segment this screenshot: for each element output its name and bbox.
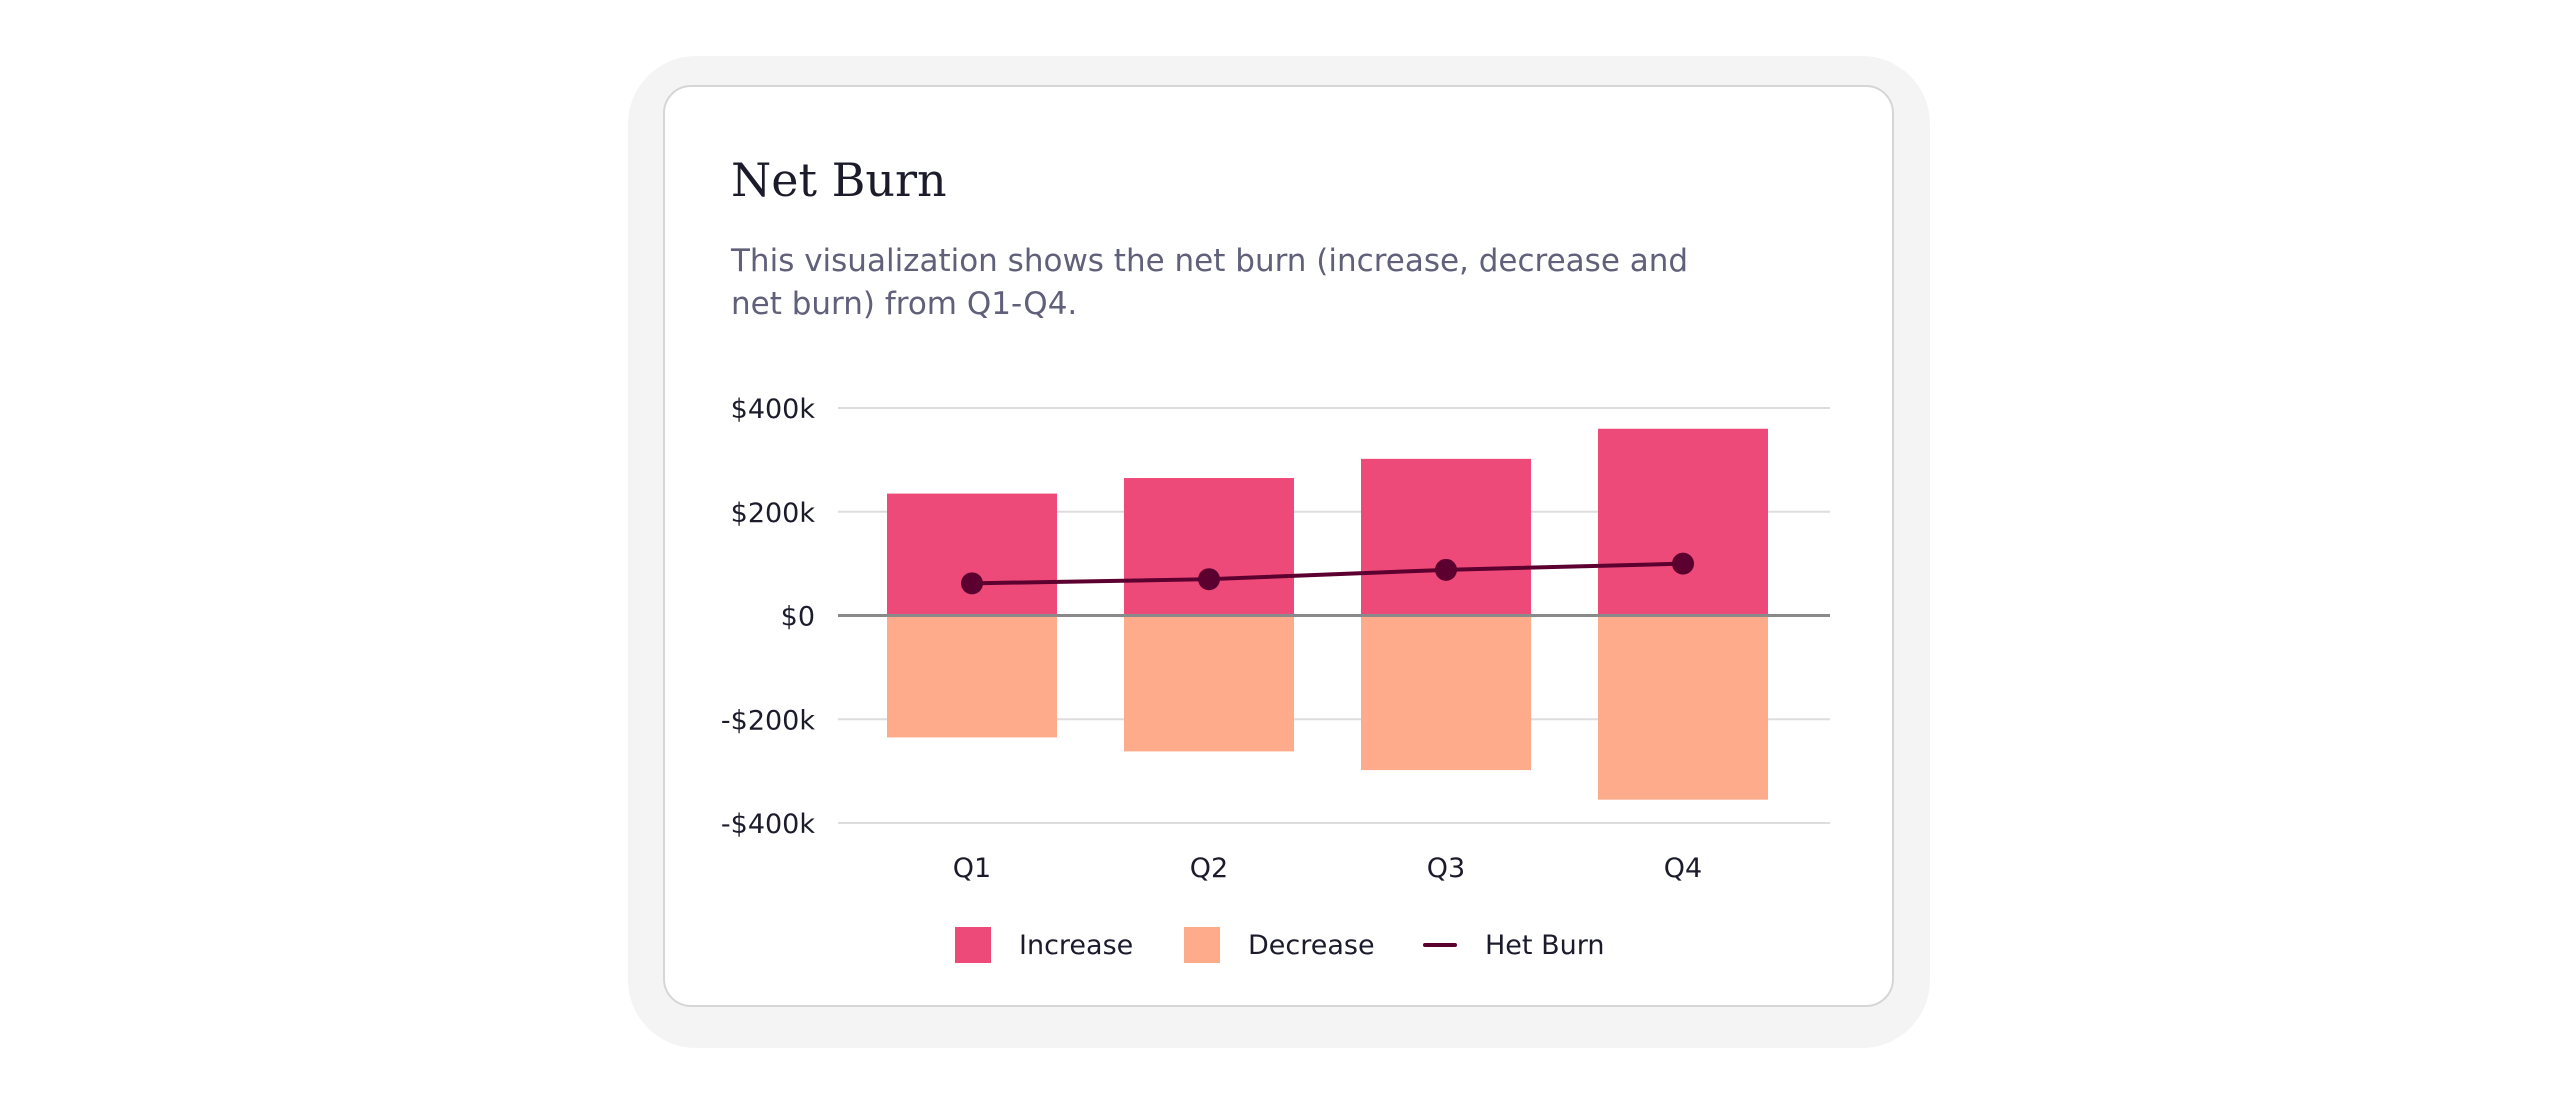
net-burn-point	[1672, 552, 1694, 575]
legend-label-net-burn: Het Burn	[1485, 929, 1605, 961]
y-tick-label: $0	[781, 602, 815, 633]
decrease-bar	[1361, 615, 1531, 771]
x-tick-label: Q4	[1664, 853, 1702, 884]
legend-item-increase: Increase	[955, 925, 1133, 965]
net-burn-line	[970, 561, 1685, 586]
net-burn-line-layer	[961, 552, 1694, 595]
legend-item-net-burn: Het Burn	[1423, 925, 1604, 965]
net-burn-point	[1198, 568, 1220, 591]
axis-labels-layer: $400k $200k $0 -$200k -$400k Q1 Q2 Q3 Q4	[721, 394, 1702, 884]
bars-layer	[887, 428, 1768, 800]
net-burn-chart: $400k $200k $0 -$200k -$400k Q1 Q2 Q3 Q4	[721, 394, 1830, 884]
x-tick-label: Q2	[1190, 853, 1228, 884]
card-title: Net Burn	[731, 153, 947, 207]
decrease-bar	[1124, 615, 1294, 752]
legend-label-decrease: Decrease	[1248, 929, 1375, 961]
x-tick-label: Q1	[953, 853, 991, 884]
y-tick-label: -$200k	[721, 705, 815, 736]
decrease-bar	[1598, 615, 1768, 800]
legend-item-decrease: Decrease	[1184, 925, 1375, 965]
x-tick-label: Q3	[1427, 853, 1465, 884]
y-tick-label: -$400k	[721, 809, 815, 840]
increase-bar	[887, 493, 1057, 616]
increase-bar	[1361, 458, 1531, 616]
increase-bar	[1124, 478, 1294, 616]
net-burn-point	[961, 572, 983, 595]
decrease-bar	[887, 615, 1057, 738]
legend-swatch-decrease	[1184, 927, 1220, 963]
chart-legend: Increase Decrease Het Burn	[665, 925, 1892, 965]
legend-label-increase: Increase	[1019, 929, 1134, 961]
chart-card: Net Burn This visualization shows the ne…	[663, 85, 1894, 1007]
y-tick-label: $400k	[731, 394, 816, 425]
legend-line-net-burn	[1423, 943, 1457, 947]
legend-swatch-increase	[955, 927, 991, 963]
increase-bar	[1598, 428, 1768, 616]
y-tick-label: $200k	[731, 498, 816, 529]
net-burn-point	[1435, 558, 1457, 581]
card-description: This visualization shows the net burn (i…	[731, 243, 1689, 322]
